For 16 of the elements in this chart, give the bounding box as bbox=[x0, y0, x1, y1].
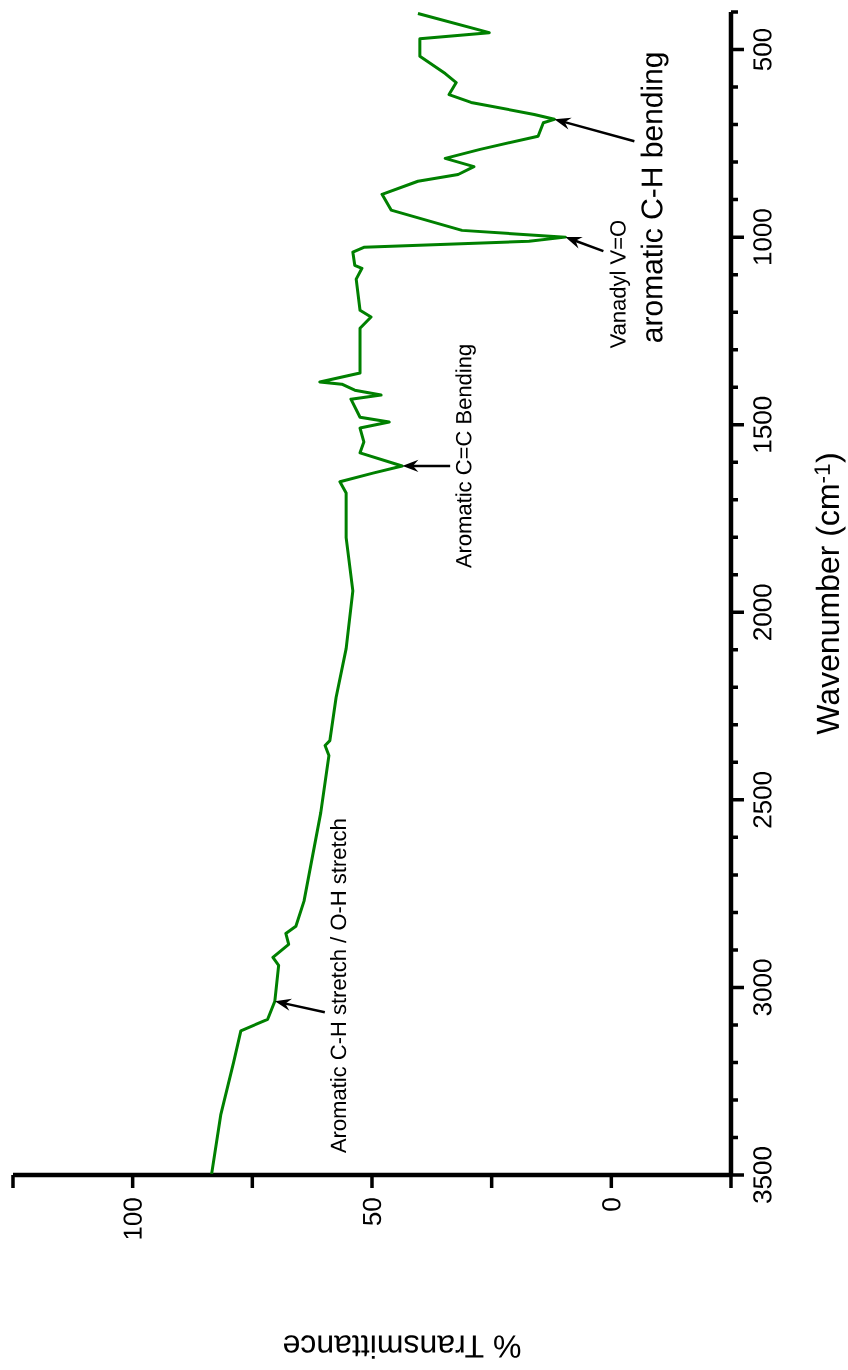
y-axis-title: Wavenumber (cm$^{-1}$) bbox=[814, 454, 846, 735]
annotation: Vanadyl V=O bbox=[609, 220, 631, 349]
annotation: aromatic C-H bending bbox=[640, 53, 669, 342]
y-tick-label: 2500 bbox=[753, 771, 772, 828]
x-tick-label: 50 bbox=[362, 1198, 382, 1226]
y-tick-label: 1000 bbox=[753, 209, 772, 265]
annotation: Aromatic C-H stretch / O-H stretch bbox=[330, 819, 347, 1154]
y-tick-label: 3500 bbox=[753, 1147, 772, 1203]
y-tick-label: 3000 bbox=[753, 959, 772, 1016]
x-axis-title: % Transmittance bbox=[283, 1335, 521, 1359]
annotation: Aromatic C=C Bending bbox=[455, 345, 476, 569]
y-tick-label: 500 bbox=[753, 28, 772, 71]
y-tick-label: 2000 bbox=[753, 584, 772, 640]
x-tick-label: 100 bbox=[123, 1198, 142, 1239]
x-tick-label: 0 bbox=[602, 1198, 621, 1211]
y-tick-label: 1500 bbox=[753, 396, 772, 452]
